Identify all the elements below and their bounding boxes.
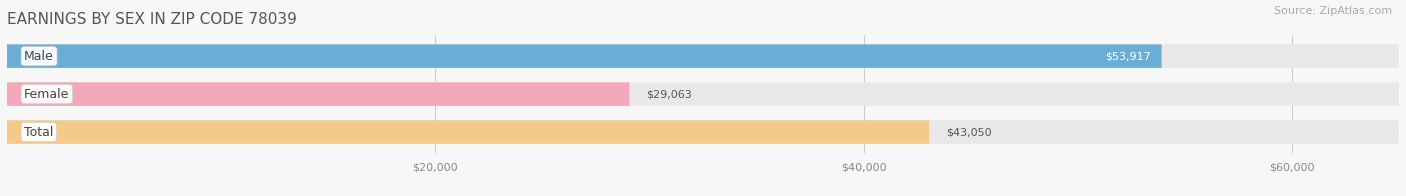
FancyBboxPatch shape bbox=[7, 82, 630, 106]
Text: Female: Female bbox=[24, 88, 69, 101]
FancyBboxPatch shape bbox=[7, 44, 1161, 68]
Text: EARNINGS BY SEX IN ZIP CODE 78039: EARNINGS BY SEX IN ZIP CODE 78039 bbox=[7, 12, 297, 27]
Text: Total: Total bbox=[24, 125, 53, 139]
FancyBboxPatch shape bbox=[7, 82, 1399, 106]
FancyBboxPatch shape bbox=[7, 120, 929, 144]
Text: Source: ZipAtlas.com: Source: ZipAtlas.com bbox=[1274, 6, 1392, 16]
Text: $43,050: $43,050 bbox=[946, 127, 991, 137]
Text: Male: Male bbox=[24, 50, 53, 63]
Text: $29,063: $29,063 bbox=[647, 89, 692, 99]
FancyBboxPatch shape bbox=[7, 44, 1399, 68]
FancyBboxPatch shape bbox=[7, 120, 1399, 144]
Text: $53,917: $53,917 bbox=[1105, 51, 1152, 61]
